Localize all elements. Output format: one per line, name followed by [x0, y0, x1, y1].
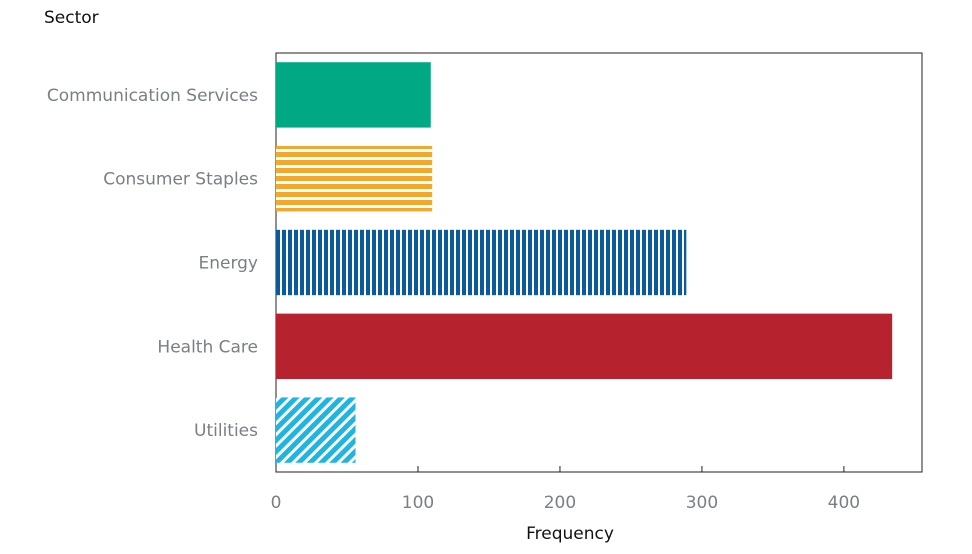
bar-utilities: [276, 397, 356, 463]
x-tick-label: 0: [271, 493, 282, 513]
category-label: Consumer Staples: [103, 170, 258, 190]
x-tick-label: 300: [686, 493, 718, 513]
bar-energy: [276, 229, 687, 296]
bar-communication-services: [276, 62, 431, 128]
x-tick-label: 100: [402, 493, 434, 513]
category-label: Communication Services: [47, 86, 258, 106]
x-tick-label: 400: [828, 493, 860, 513]
bar-health-care: [276, 313, 893, 379]
y-axis-title: Sector: [44, 8, 99, 28]
category-label: Utilities: [194, 421, 258, 441]
x-axis-title: Frequency: [526, 524, 614, 544]
category-label: Health Care: [157, 337, 258, 357]
x-tick-label: 200: [544, 493, 576, 513]
bar-consumer-staples: [276, 146, 433, 212]
category-label: Energy: [198, 254, 258, 274]
